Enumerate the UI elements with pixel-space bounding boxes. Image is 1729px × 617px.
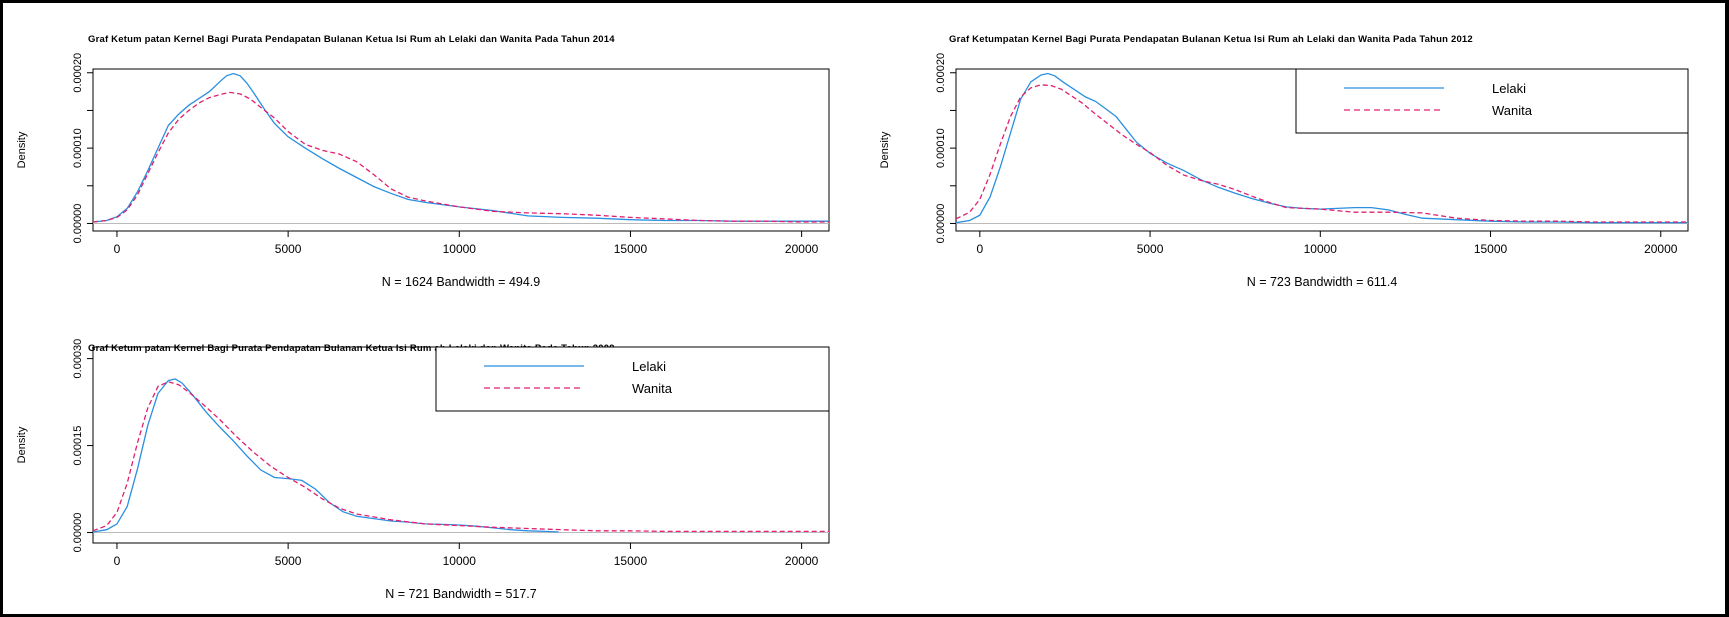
y-tick-label: 0.00000 — [72, 204, 84, 244]
chart-panel-2012: Graf Ketumpatan Kernel Bagi Purata Penda… — [863, 3, 1729, 303]
legend-label-lelaki: Lelaki — [1492, 81, 1526, 96]
y-axis-label: Density — [879, 131, 891, 168]
x-tick-label: 10000 — [1304, 242, 1338, 256]
chart-title: Graf Ketumpatan Kernel Bagi Purata Penda… — [949, 34, 1473, 45]
y-tick-label: 0.00000 — [72, 513, 84, 553]
y-tick-label: 0.00020 — [72, 53, 84, 93]
legend-box — [1295, 68, 1689, 134]
chart-panel-2014: Graf Ketum patan Kernel Bagi Purata Pend… — [3, 3, 863, 303]
x-axis-label: N = 1624 Bandwidth = 494.9 — [382, 275, 541, 289]
series-line-lelaki — [93, 378, 559, 533]
density-plot-2014: 0 5000 10000 15000 20000 0.00000 0.00010 0.0002… — [16, 53, 830, 289]
x-tick-label: 5000 — [275, 242, 302, 256]
x-tick-label: 20000 — [1644, 242, 1678, 256]
density-plot-2012: 0 5000 10000 15000 20000 0.00000 0.00010 0.0002… — [879, 53, 1689, 289]
x-tick-label: 10000 — [443, 554, 477, 568]
x-tick-label: 0 — [976, 242, 983, 256]
x-axis-label: N = 721 Bandwidth = 517.7 — [385, 587, 537, 601]
series-line-wanita — [93, 91, 829, 223]
series-line-lelaki — [93, 72, 829, 223]
density-plot-2009: 0 5000 10000 15000 20000 0.00000 0.00015 0.0003… — [16, 339, 830, 601]
y-tick-label: 0.00010 — [72, 128, 84, 168]
x-tick-label: 20000 — [785, 554, 819, 568]
y-axis-label: Density — [16, 426, 28, 463]
x-tick-label: 5000 — [1137, 242, 1164, 256]
legend-label-lelaki: Lelaki — [632, 359, 666, 374]
y-axis-label: Density — [16, 131, 28, 168]
legend-label-wanita: Wanita — [1492, 103, 1533, 118]
y-tick-label: 0.00000 — [935, 204, 947, 244]
plot-frame — [92, 68, 830, 232]
legend-label-wanita: Wanita — [632, 381, 673, 396]
x-tick-label: 15000 — [614, 554, 648, 568]
x-tick-label: 15000 — [614, 242, 648, 256]
x-tick-label: 5000 — [275, 554, 302, 568]
series-line-wanita — [93, 381, 829, 533]
x-tick-label: 15000 — [1474, 242, 1508, 256]
y-tick-label: 0.00010 — [935, 128, 947, 168]
x-tick-label: 10000 — [443, 242, 477, 256]
y-tick-label: 0.00030 — [72, 339, 84, 379]
chart-title: Graf Ketum patan Kernel Bagi Purata Pend… — [88, 343, 615, 354]
series-line-lelaki — [956, 72, 1688, 224]
legend-box — [435, 346, 830, 412]
y-tick-label: 0.00015 — [72, 426, 84, 466]
x-tick-label: 0 — [114, 554, 121, 568]
x-tick-label: 20000 — [785, 242, 819, 256]
y-tick-label: 0.00020 — [935, 53, 947, 93]
chart-panel-2009: Graf Ketum patan Kernel Bagi Purata Pend… — [3, 308, 863, 613]
x-axis-label: N = 723 Bandwidth = 611.4 — [1247, 275, 1398, 289]
chart-title: Graf Ketum patan Kernel Bagi Purata Pend… — [88, 34, 615, 45]
x-tick-label: 0 — [114, 242, 121, 256]
series-line-wanita — [956, 84, 1688, 223]
